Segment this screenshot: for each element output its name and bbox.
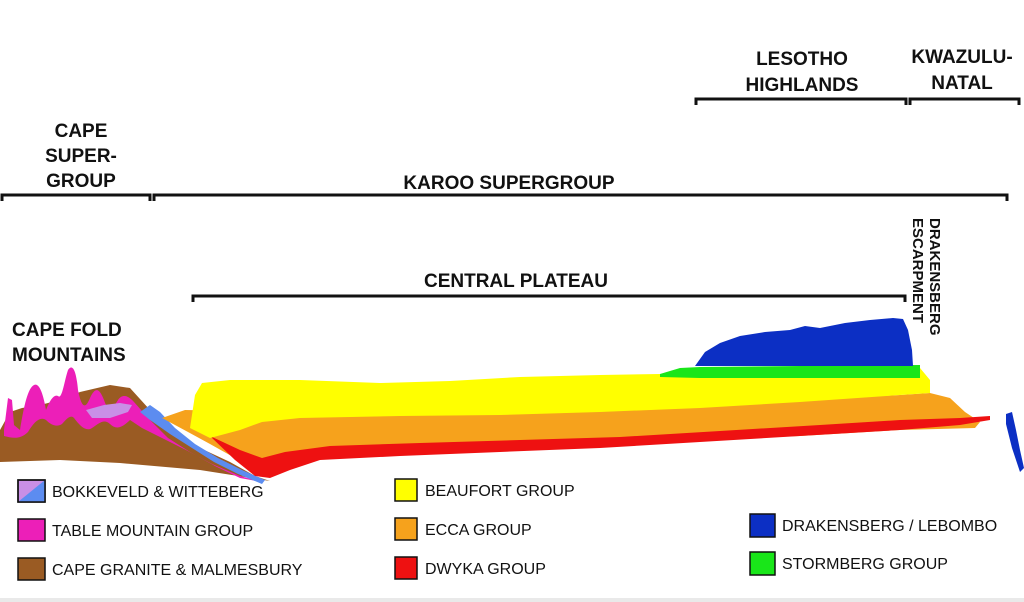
cape-fold-mountains-label-line1: CAPE FOLD [12, 320, 122, 341]
cape-supergroup-label-line1: CAPE [55, 121, 108, 142]
legend-item-beaufort-group: BEAUFORT GROUP [394, 478, 575, 502]
legend-label-bokkeveld-witteberg: BOKKEVELD & WITTEBERG [52, 484, 264, 501]
kwazulu-natal-label-line1: KWAZULU- [911, 47, 1012, 68]
legend-label-ecca-group: ECCA GROUP [425, 522, 532, 539]
legend-item-stormberg-group: STORMBERG GROUP [749, 551, 948, 576]
drakensberg-lebombo-layer [695, 318, 913, 366]
drakensberg-escarpment-label-line2: ESCARPMENT [909, 218, 926, 323]
legend-label-cape-granite-malmesbury: CAPE GRANITE & MALMESBURY [52, 562, 303, 579]
legend-item-cape-granite-malmesbury: CAPE GRANITE & MALMESBURY [17, 557, 303, 581]
stormberg-group-layer [660, 365, 920, 378]
legend-item-ecca-group: ECCA GROUP [394, 517, 532, 541]
legend-label-stormberg-group: STORMBERG GROUP [782, 556, 948, 573]
drakensberg-escarpment-label-line1: DRAKENSBERG [926, 218, 943, 336]
legend: BOKKEVELD & WITTEBERG TABLE MOUNTAIN GRO… [17, 478, 997, 581]
cape-supergroup-bracket [0, 193, 152, 201]
lesotho-highlands-label-line1: LESOTHO [756, 49, 848, 70]
bokkeveld-witteberg-blue-band [140, 405, 265, 484]
central-plateau-bracket [191, 294, 907, 302]
legend-item-dwyka-group: DWYKA GROUP [394, 556, 546, 580]
kwazulu-natal-bracket [908, 97, 1021, 105]
legend-item-drakensberg-lebombo: DRAKENSBERG / LEBOMBO [749, 513, 997, 538]
kwazulu-natal-label-line2: NATAL [931, 73, 993, 94]
legend-label-dwyka-group: DWYKA GROUP [425, 561, 546, 578]
cape-fold-mountains-label-line2: MOUNTAINS [12, 345, 126, 366]
legend-item-table-mountain-group: TABLE MOUNTAIN GROUP [17, 518, 253, 542]
legend-swatch-beaufort-group [394, 478, 418, 502]
legend-swatch-bokkeveld-witteberg-diagonal [18, 480, 45, 502]
legend-label-table-mountain-group: TABLE MOUNTAIN GROUP [52, 523, 253, 540]
legend-swatch-table-mountain-group [17, 518, 46, 542]
legend-swatch-ecca-group [394, 517, 418, 541]
kwazulu-natal-coastal-blue [1006, 412, 1024, 472]
legend-label-beaufort-group: BEAUFORT GROUP [425, 483, 575, 500]
lesotho-highlands-label-line2: HIGHLANDS [746, 75, 859, 96]
karoo-supergroup-bracket [152, 193, 1009, 201]
legend-item-bokkeveld-witteberg: BOKKEVELD & WITTEBERG [17, 479, 264, 503]
table-mountain-group-layer [4, 367, 262, 482]
bokkeveld-witteberg-lilac [86, 403, 132, 418]
drakensberg-escarpment-label: DRAKENSBERG ESCARPMENT [909, 218, 943, 336]
legend-swatch-dwyka-group [394, 556, 418, 580]
cape-supergroup-label-line2: SUPER- [45, 146, 117, 167]
cape-supergroup-label-line3: GROUP [46, 171, 116, 192]
legend-swatch-stormberg-group [749, 551, 776, 576]
legend-swatch-drakensberg-lebombo [749, 513, 776, 538]
karoo-supergroup-label: KAROO SUPERGROUP [403, 173, 614, 194]
dwyka-group-layer [210, 416, 990, 478]
bottom-border [0, 598, 1024, 602]
lesotho-highlands-bracket [694, 97, 908, 105]
beaufort-group-layer [190, 368, 930, 438]
legend-swatch-cape-granite-malmesbury [17, 557, 46, 581]
legend-label-drakensberg-lebombo: DRAKENSBERG / LEBOMBO [782, 518, 997, 535]
central-plateau-label: CENTRAL PLATEAU [424, 271, 608, 292]
